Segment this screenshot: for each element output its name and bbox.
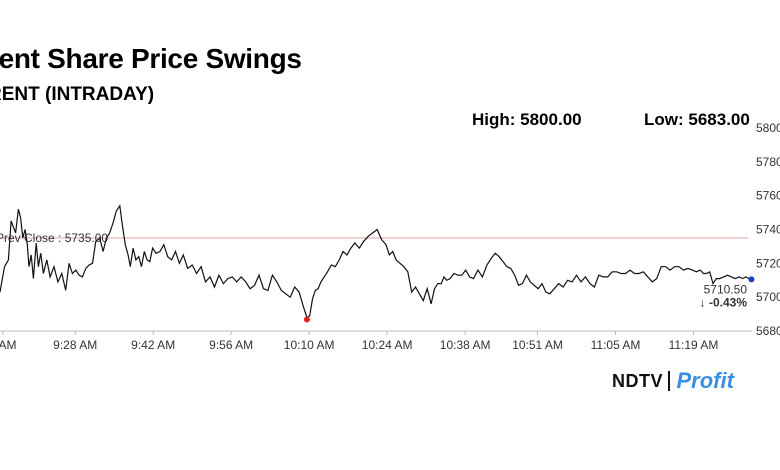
x-tick-label: 10:51 AM (512, 338, 563, 352)
chart-title: rent Share Price Swings (0, 43, 302, 74)
x-tick-label: 9:42 AM (131, 338, 175, 352)
last-price-label: 5710.50 (704, 282, 748, 296)
y-axis: 5680 5700 5720 5740 5760 5780 5800 (756, 121, 780, 338)
x-tick-label: 10:10 AM (284, 338, 335, 352)
day-high-label: High: 5800.00 (472, 110, 582, 129)
price-change-label: ↓ -0.43% (700, 295, 748, 309)
x-axis: 5 AM 9:28 AM 9:42 AM 9:56 AM 10:10 AM 10:24 A… (0, 330, 752, 352)
x-tick-label: 5 AM (0, 338, 16, 352)
x-tick-label: 9:28 AM (53, 338, 97, 352)
day-low-label: Low: 5683.00 (644, 110, 750, 129)
prev-close-label: Prev Close : 5735.00 (0, 231, 108, 245)
ndtv-profit-logo: NDTV Profit (612, 368, 734, 394)
x-tick-label: 11:19 AM (669, 338, 719, 352)
ndtv-wordmark: NDTV (612, 370, 663, 391)
y-tick-label: 5720 (756, 256, 780, 270)
y-tick-label: 5780 (756, 155, 780, 169)
x-tick-label: 9:56 AM (209, 338, 253, 352)
x-tick-label: 10:38 AM (440, 338, 491, 352)
y-tick-label: 5680 (756, 324, 780, 338)
x-tick-label: 11:05 AM (591, 338, 641, 352)
chart-subtitle: RENT (INTRADAY) (0, 84, 155, 105)
price-line (0, 204, 752, 319)
y-tick-label: 5740 (756, 223, 780, 237)
y-tick-label: 5700 (756, 290, 780, 304)
last-price-marker (748, 276, 755, 283)
y-tick-label: 5760 (756, 189, 780, 203)
day-low-marker (303, 316, 310, 323)
profit-wordmark: Profit (676, 368, 734, 393)
x-tick-label: 10:24 AM (362, 338, 413, 352)
logo-divider (668, 371, 670, 391)
y-tick-label: 5800 (756, 121, 780, 135)
